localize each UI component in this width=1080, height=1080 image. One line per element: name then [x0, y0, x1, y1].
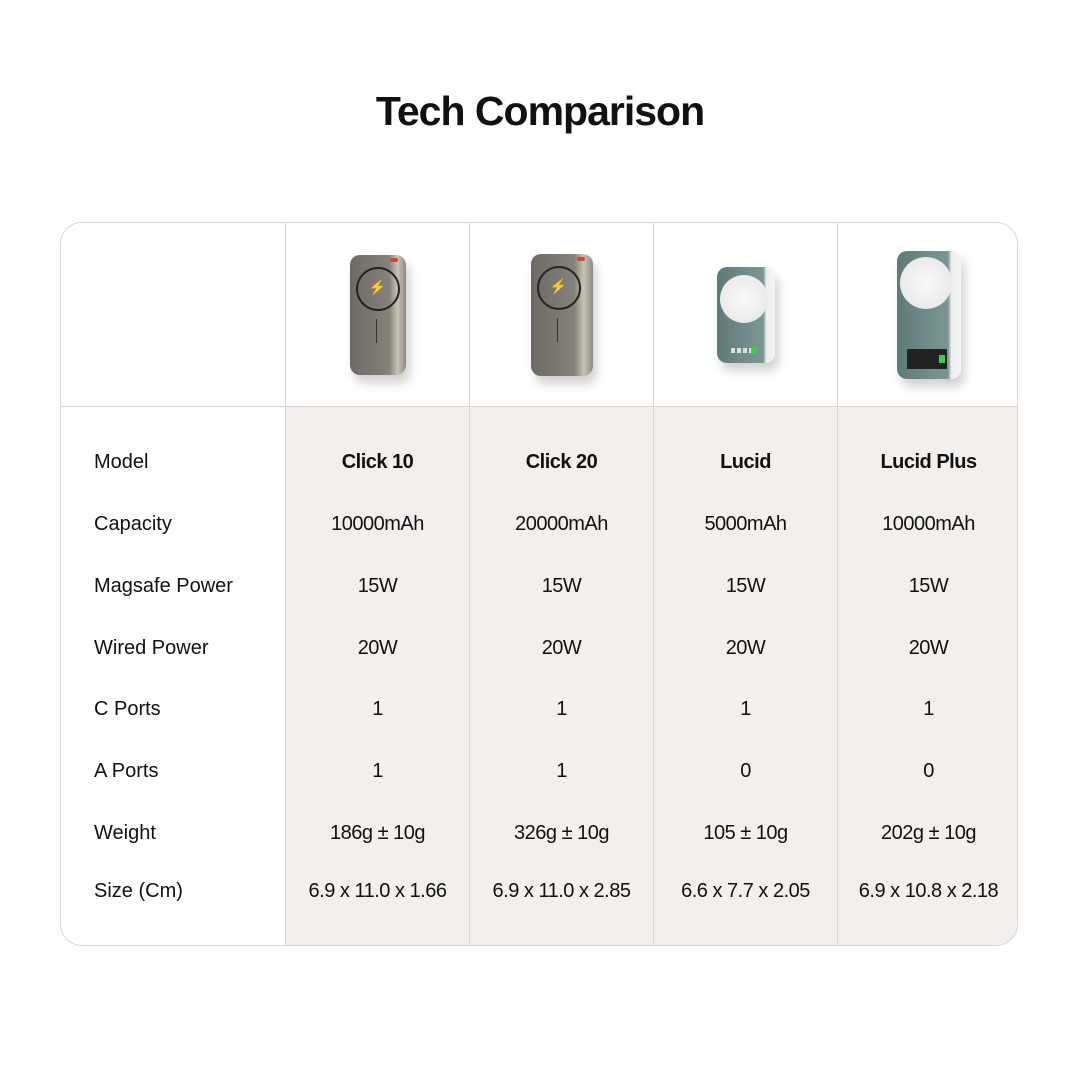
row-label: Size (Cm)	[94, 880, 183, 902]
capacity-value: 10000mAh	[882, 513, 975, 535]
wired-value: 20W	[725, 637, 766, 659]
capacity-value: 10000mAh	[331, 513, 424, 535]
wired-value: 20W	[908, 637, 949, 659]
row-label: C Ports	[94, 698, 161, 720]
row-label: Magsafe Power	[94, 575, 233, 597]
row-label: Wired Power	[94, 637, 209, 659]
model-value: Click 10	[341, 451, 414, 473]
comparison-table: Model Capacity Magsafe Power Wired Power C P…	[60, 222, 1018, 946]
weight-value: 202g ± 10g	[881, 822, 976, 844]
page-title: Tech Comparison	[375, 88, 705, 134]
product-image-click-20: ⚡	[530, 253, 593, 376]
magsafe-value: 15W	[541, 575, 582, 597]
weight-value: 105 ± 10g	[703, 822, 788, 844]
a-ports-value: 1	[372, 760, 383, 782]
row-label: Capacity	[94, 513, 172, 535]
size-value: 6.9 x 11.0 x 1.66	[308, 880, 447, 902]
product-image-lucid	[716, 266, 775, 363]
size-value: 6.9 x 10.8 x 2.18	[858, 880, 999, 902]
product-column-click-10: ⚡ Click 10 10000mAh 15W 20W 1 1 186g ± 10g 6.9 …	[285, 223, 469, 945]
product-image-lucid-plus	[896, 250, 961, 379]
model-value: Lucid Plus	[880, 451, 977, 473]
product-image-click-10: ⚡	[349, 254, 406, 375]
row-label: A Ports	[94, 760, 159, 782]
row-label: Weight	[94, 822, 156, 844]
row-label: Model	[94, 451, 149, 473]
magsafe-value: 15W	[908, 575, 949, 597]
c-ports-value: 1	[372, 698, 383, 720]
c-ports-value: 1	[923, 698, 934, 720]
c-ports-value: 1	[740, 698, 751, 720]
c-ports-value: 1	[556, 698, 567, 720]
size-value: 6.9 x 11.0 x 2.85	[492, 880, 631, 902]
weight-value: 186g ± 10g	[330, 822, 425, 844]
capacity-value: 20000mAh	[515, 513, 608, 535]
a-ports-value: 0	[923, 760, 934, 782]
a-ports-value: 1	[556, 760, 567, 782]
a-ports-value: 0	[740, 760, 751, 782]
label-column: Model Capacity Magsafe Power Wired Power C P…	[61, 223, 285, 945]
empty-header-cell	[61, 223, 285, 407]
size-value: 6.6 x 7.7 x 2.05	[681, 880, 810, 902]
wired-value: 20W	[541, 637, 582, 659]
magsafe-value: 15W	[357, 575, 398, 597]
product-column-lucid: Lucid 5000mAh 15W 20W 1 0 105 ± 10g 6.6 x 7.7 x…	[653, 223, 837, 945]
product-column-click-20: ⚡ Click 20 20000mAh 15W 20W 1 1 326g ± 10g 6.9 …	[469, 223, 653, 945]
wired-value: 20W	[357, 637, 398, 659]
product-column-lucid-plus: Lucid Plus 10000mAh 15W 20W 1 0 202g ± 10g 6.9 …	[837, 223, 1017, 945]
model-value: Click 20	[525, 451, 598, 473]
weight-value: 326g ± 10g	[514, 822, 609, 844]
magsafe-value: 15W	[725, 575, 766, 597]
capacity-value: 5000mAh	[704, 513, 787, 535]
model-value: Lucid	[720, 451, 771, 473]
